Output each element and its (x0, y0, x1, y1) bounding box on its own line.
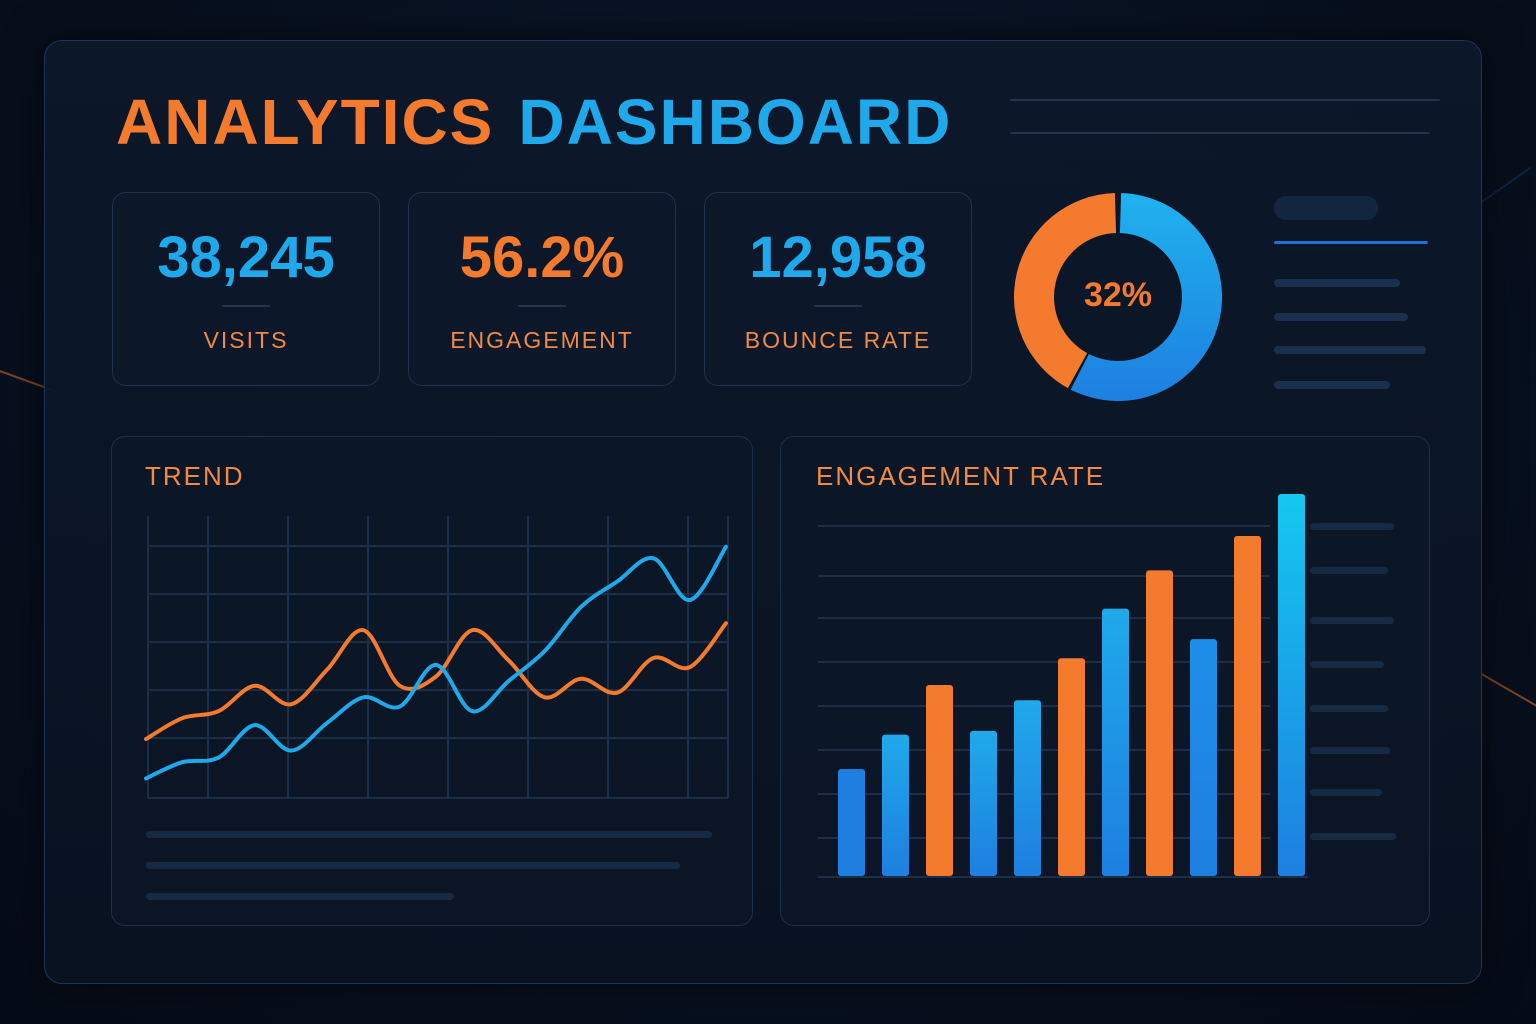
trend-series-blue (144, 544, 728, 781)
title-part-analytics: ANALYTICS (116, 86, 495, 158)
donut-segment-blue (1070, 193, 1222, 401)
legend-line (1274, 279, 1400, 287)
legend-line (1274, 381, 1390, 389)
bar-3[interactable] (926, 685, 953, 876)
legend-line (1274, 313, 1408, 321)
metric-label: VISITS (203, 327, 289, 353)
donut-svg (1014, 193, 1222, 401)
engagement-chart-title: ENGAGEMENT RATE (816, 461, 1106, 491)
title-part-dashboard: DASHBOARD (518, 86, 953, 158)
trend-footer-line (146, 831, 712, 838)
page-title: ANALYTICS DASHBOARD (116, 82, 952, 162)
bar-5[interactable] (1014, 700, 1041, 876)
header-divider (1010, 99, 1440, 101)
legend-line (1310, 833, 1396, 840)
legend-line (1310, 705, 1388, 712)
bar-10[interactable] (1234, 536, 1261, 876)
trend-footer-line (146, 862, 680, 869)
bar-4[interactable] (970, 730, 997, 876)
donut-segment-orange (1014, 193, 1117, 389)
engagement-bar-chart[interactable] (810, 486, 1410, 886)
legend-line (1310, 523, 1394, 530)
bar-11[interactable] (1278, 494, 1305, 876)
bar-9[interactable] (1190, 639, 1217, 876)
trend-line-chart[interactable] (140, 512, 740, 812)
metric-divider (518, 305, 566, 307)
metric-card-visits[interactable]: 38,245 VISITS (112, 192, 380, 386)
trend-series-orange (144, 621, 728, 742)
legend-line (1310, 567, 1388, 574)
bar-1[interactable] (838, 769, 865, 876)
metric-label: ENGAGEMENT (450, 327, 634, 353)
legend-line (1274, 346, 1426, 354)
trend-footer-line (146, 893, 454, 900)
metric-value: 38,245 (157, 225, 335, 290)
legend-line (1310, 661, 1384, 668)
bg-accent-line (1479, 672, 1536, 709)
metric-value: 56.2% (459, 225, 625, 290)
donut-chart[interactable]: 32% (1012, 191, 1224, 403)
metric-card-bounce-rate[interactable]: 12,958 BOUNCE RATE (704, 192, 972, 386)
legend-pill (1274, 196, 1378, 220)
legend-highlight-line (1274, 241, 1428, 244)
legend-line (1310, 747, 1390, 754)
legend-line (1310, 789, 1382, 796)
bar-8[interactable] (1146, 570, 1173, 876)
bar-7[interactable] (1102, 608, 1129, 876)
header-divider (1010, 132, 1430, 134)
metric-value: 12,958 (749, 225, 927, 290)
metric-divider (814, 305, 862, 307)
bar-6[interactable] (1058, 658, 1085, 876)
legend-line (1310, 617, 1394, 624)
metric-divider (222, 305, 270, 307)
bar-2[interactable] (882, 734, 909, 876)
donut-percent-label: 32% (1083, 276, 1153, 314)
metric-label: BOUNCE RATE (744, 327, 932, 353)
metric-card-engagement[interactable]: 56.2% ENGAGEMENT (408, 192, 676, 386)
trend-chart-title: TREND (145, 461, 245, 491)
